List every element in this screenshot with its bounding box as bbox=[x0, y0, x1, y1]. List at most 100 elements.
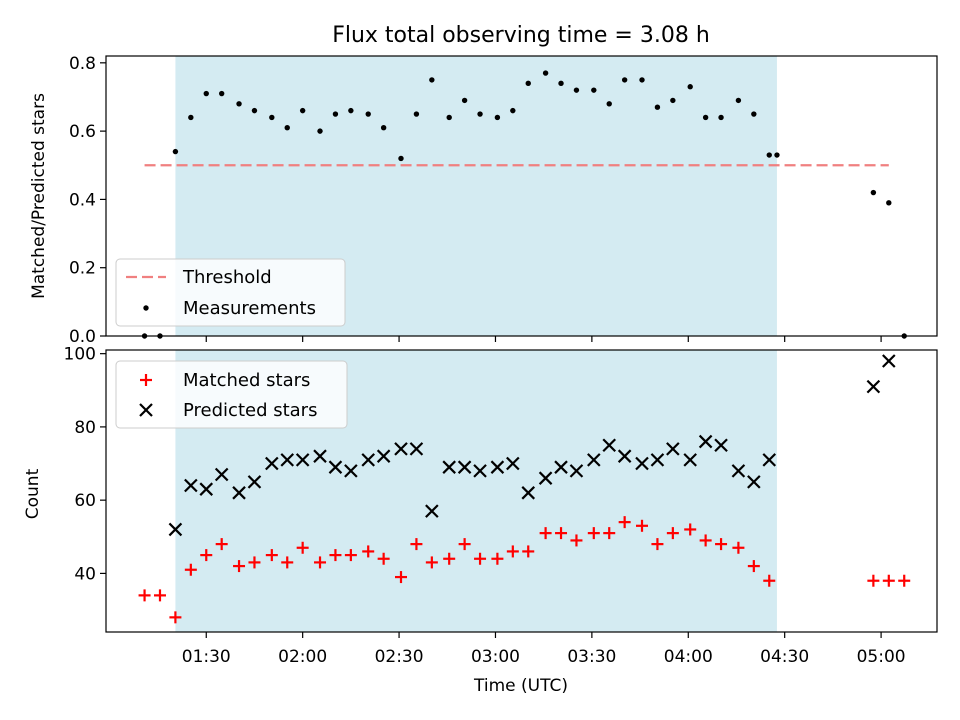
legend-predicted-label: Predicted stars bbox=[183, 400, 317, 421]
matched-star-point bbox=[233, 560, 246, 573]
matched-star-point bbox=[684, 523, 697, 536]
bottom-legend: Matched stars Predicted stars bbox=[115, 360, 348, 429]
measurement-point bbox=[461, 97, 468, 104]
measurement-point bbox=[398, 155, 404, 162]
measurement-point bbox=[218, 90, 225, 97]
measurement-point bbox=[380, 125, 387, 131]
predicted-star-point bbox=[747, 475, 761, 489]
matched-star-point bbox=[138, 589, 151, 602]
measurement-point bbox=[621, 77, 628, 83]
y-tick-label: 0.6 bbox=[69, 122, 96, 142]
matched-star-point bbox=[474, 552, 487, 565]
matched-star-point bbox=[666, 527, 679, 540]
predicted-star-point bbox=[490, 460, 505, 474]
predicted-star-point bbox=[265, 456, 279, 471]
x-tick-label: 05:00 bbox=[857, 647, 906, 667]
matched-star-point bbox=[867, 574, 880, 587]
predicted-star-point bbox=[199, 482, 214, 496]
matched-star-point bbox=[491, 552, 504, 565]
matched-star-point bbox=[715, 538, 728, 551]
measurement-point bbox=[172, 148, 179, 155]
predicted-star-point bbox=[184, 478, 198, 493]
matched-star-point bbox=[425, 556, 438, 569]
bottom-panel: 40 60 80 100 01:30 02:00 02:30 03:00 03:30 04:00… bbox=[23, 345, 938, 696]
predicted-star-point bbox=[587, 453, 601, 467]
measurement-point bbox=[870, 189, 877, 196]
predicted-star-point bbox=[521, 486, 536, 500]
predicted-star-point bbox=[344, 464, 358, 478]
measurement-point bbox=[236, 101, 242, 107]
chart-title: Flux total observing time = 3.08 h bbox=[332, 23, 710, 48]
x-tick-label: 04:00 bbox=[664, 647, 713, 667]
top-x-ticks bbox=[205, 336, 882, 342]
measurement-point bbox=[510, 107, 516, 114]
top-legend: Threshold Measurements bbox=[115, 258, 346, 327]
predicted-star-point bbox=[882, 354, 896, 368]
predicted-star-point bbox=[295, 453, 310, 467]
matched-star-point bbox=[265, 549, 278, 562]
measurement-point bbox=[670, 97, 676, 104]
matched-star-point bbox=[699, 534, 712, 547]
predicted-star-point bbox=[650, 453, 665, 467]
measurement-point bbox=[413, 111, 420, 117]
measurement-point bbox=[542, 70, 549, 76]
measurement-point bbox=[284, 125, 290, 131]
matched-star-point bbox=[458, 538, 471, 551]
predicted-star-point bbox=[714, 438, 728, 452]
measurement-point bbox=[591, 87, 597, 93]
measurement-point bbox=[687, 84, 693, 90]
matched-star-point bbox=[394, 571, 407, 584]
matched-star-point bbox=[522, 545, 535, 558]
legend-matched-label: Matched stars bbox=[183, 370, 310, 391]
bottom-legend-box bbox=[115, 360, 348, 429]
matched-star-point bbox=[603, 527, 616, 540]
predicted-stars-points bbox=[168, 354, 896, 537]
measurement-point bbox=[774, 152, 780, 158]
predicted-star-point bbox=[442, 460, 456, 474]
measurement-point bbox=[317, 128, 323, 134]
predicted-star-point bbox=[683, 453, 697, 467]
y-tick-label: 100 bbox=[64, 345, 96, 365]
predicted-star-point bbox=[473, 464, 487, 478]
matched-star-point bbox=[153, 589, 166, 602]
measurement-point bbox=[429, 77, 435, 83]
matched-star-point bbox=[898, 574, 911, 587]
bottom-plot-frame bbox=[105, 349, 938, 633]
measurement-point bbox=[494, 114, 501, 121]
predicted-star-point bbox=[409, 442, 424, 456]
legend-matched-swatch bbox=[140, 374, 152, 386]
predicted-star-point bbox=[762, 453, 777, 467]
matched-star-point bbox=[362, 545, 375, 558]
matched-star-point bbox=[570, 534, 583, 547]
predicted-star-point bbox=[247, 475, 262, 489]
y-tick-label: 60 bbox=[74, 491, 96, 511]
predicted-star-point bbox=[506, 456, 520, 471]
measurement-point bbox=[332, 111, 339, 117]
predicted-star-point bbox=[457, 460, 472, 474]
matched-star-point bbox=[314, 556, 327, 569]
y-tick-label: 0.8 bbox=[69, 54, 96, 74]
x-tick-label: 01:30 bbox=[182, 647, 231, 667]
x-tick-label: 03:30 bbox=[567, 647, 616, 667]
predicted-star-point bbox=[313, 449, 327, 463]
top-y-axis-label: Matched/Predicted stars bbox=[29, 93, 49, 299]
top-legend-box bbox=[115, 258, 346, 327]
x-axis-label: Time (UTC) bbox=[473, 676, 568, 696]
matched-stars-points bbox=[138, 516, 911, 624]
legend-measurements-swatch bbox=[143, 305, 149, 311]
matched-star-point bbox=[763, 574, 776, 587]
measurement-point bbox=[766, 152, 772, 158]
matched-star-point bbox=[410, 538, 423, 551]
predicted-star-point bbox=[538, 471, 553, 485]
bottom-y-axis-label: Count bbox=[23, 468, 43, 519]
matched-star-point bbox=[281, 556, 294, 569]
predicted-star-point bbox=[425, 504, 439, 518]
y-tick-label: 0.0 bbox=[69, 327, 96, 347]
top-panel: 0.00.20.40.60.8 Matched/Predicted stars … bbox=[29, 54, 938, 347]
measurement-point bbox=[203, 90, 209, 97]
predicted-star-point bbox=[731, 464, 746, 478]
matched-star-point bbox=[169, 611, 182, 624]
x-tick-label: 02:30 bbox=[375, 647, 424, 667]
measurement-point bbox=[558, 80, 564, 87]
